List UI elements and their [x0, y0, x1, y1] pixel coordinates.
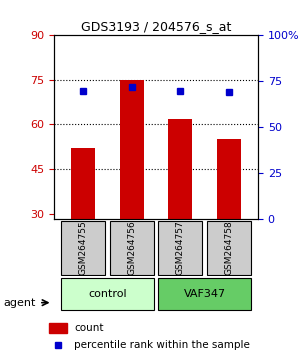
Title: GDS3193 / 204576_s_at: GDS3193 / 204576_s_at	[81, 20, 231, 33]
Text: percentile rank within the sample: percentile rank within the sample	[74, 340, 250, 350]
FancyBboxPatch shape	[158, 278, 251, 310]
FancyBboxPatch shape	[110, 221, 154, 275]
Bar	[49, 324, 67, 333]
Text: GSM264755: GSM264755	[79, 221, 88, 275]
FancyBboxPatch shape	[61, 278, 154, 310]
Text: control: control	[88, 289, 127, 299]
Bar	[120, 80, 144, 219]
FancyBboxPatch shape	[207, 221, 251, 275]
Bar	[217, 139, 241, 219]
Text: agent: agent	[3, 298, 35, 308]
Text: GSM264756: GSM264756	[127, 221, 136, 275]
FancyBboxPatch shape	[61, 221, 105, 275]
FancyBboxPatch shape	[158, 221, 202, 275]
Bar	[168, 119, 192, 219]
Text: VAF347: VAF347	[184, 289, 226, 299]
Bar	[71, 148, 95, 219]
Text: count: count	[74, 323, 104, 333]
Text: GSM264757: GSM264757	[176, 221, 185, 275]
Text: GSM264758: GSM264758	[224, 221, 233, 275]
